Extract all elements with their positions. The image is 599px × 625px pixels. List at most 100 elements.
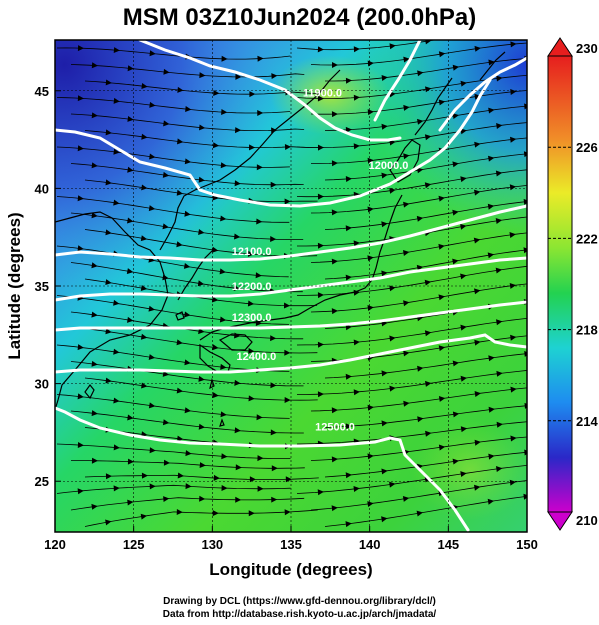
streamline-arrow xyxy=(149,50,156,57)
streamline-arrow xyxy=(183,263,191,269)
streamline-arrow xyxy=(148,305,155,312)
streamline-arrow xyxy=(460,176,467,183)
x-tick-label: 125 xyxy=(123,537,145,552)
streamline xyxy=(56,97,291,114)
streamline-arrow xyxy=(474,391,481,397)
y-axis-ticks: 25 30 35 40 45 xyxy=(35,84,61,489)
streamline-arrow xyxy=(235,496,242,503)
streamline-arrow xyxy=(488,355,495,362)
streamline-arrow xyxy=(345,373,352,380)
streamline-arrow xyxy=(140,333,148,340)
streamline-arrow xyxy=(162,223,169,230)
contour-label: 12300.0 xyxy=(232,312,272,324)
x-tick-label: 150 xyxy=(516,537,538,552)
streamline-arrow xyxy=(233,285,240,291)
streamline-arrow xyxy=(91,262,98,269)
streamline-arrow xyxy=(367,404,374,411)
streamline-arrow xyxy=(212,392,219,399)
streamline-arrow xyxy=(496,75,503,82)
streamline-arrow xyxy=(496,370,503,377)
streamline-arrow xyxy=(77,344,84,351)
streamline-arrow xyxy=(403,104,410,111)
streamline-arrow xyxy=(176,339,183,346)
streamline-arrow xyxy=(141,472,148,479)
streamline xyxy=(70,361,304,387)
streamline-arrow xyxy=(176,189,183,196)
streamline-arrow xyxy=(487,498,494,505)
streamline-arrow xyxy=(127,166,134,173)
streamline xyxy=(310,480,527,511)
streamline-arrow xyxy=(317,489,324,496)
streamline-arrow xyxy=(510,41,517,48)
colorbar-bar xyxy=(547,55,573,513)
streamline-arrow xyxy=(353,46,360,53)
streamline-arrow xyxy=(452,64,460,71)
streamline xyxy=(70,262,303,293)
streamline-arrow xyxy=(149,153,156,160)
streamline-arrow xyxy=(212,344,219,351)
streamline-arrow xyxy=(105,328,112,335)
streamline-arrow xyxy=(474,141,481,148)
streamline-arrow xyxy=(197,280,205,287)
streamline xyxy=(84,80,319,95)
streamline-arrow xyxy=(424,134,432,141)
streamline-arrow xyxy=(163,120,170,127)
streamline-arrow xyxy=(331,456,338,463)
streamline-arrow xyxy=(213,90,220,96)
streamline-arrow xyxy=(148,354,156,360)
contour-label: 12500.0 xyxy=(315,421,355,433)
streamline-arrow xyxy=(198,176,205,183)
streamline-arrow xyxy=(496,28,502,34)
streamline xyxy=(296,464,527,494)
streamline-arrow xyxy=(257,55,264,62)
streamline xyxy=(296,421,527,445)
streamline xyxy=(70,410,304,434)
streamline-arrow xyxy=(270,335,277,342)
streamline-arrow xyxy=(367,453,374,460)
streamline-arrow xyxy=(249,91,256,98)
streamline-arrow xyxy=(367,109,374,116)
streamline-arrow xyxy=(425,86,432,93)
streamline-arrow xyxy=(91,503,98,510)
streamline-arrow xyxy=(317,193,324,200)
y-axis-label: Latitude (degrees) xyxy=(5,212,24,359)
streamline-arrow xyxy=(496,123,503,129)
streamline-arrow xyxy=(402,496,410,502)
streamline xyxy=(324,451,527,478)
contour-labels: 11900.0 12000.0 12100.0 12200.0 12300.0 12400… xyxy=(232,88,409,434)
streamline-arrow xyxy=(424,330,432,337)
streamline-arrow xyxy=(460,375,467,382)
streamline-arrow xyxy=(113,444,120,451)
colorbar-ticks: 230 226 222 218 214 210 xyxy=(548,41,598,528)
streamline-arrow xyxy=(91,62,98,69)
streamline-arrow xyxy=(219,268,226,275)
streamline-arrow xyxy=(105,279,112,285)
streamline-arrow xyxy=(488,59,495,66)
streamline-arrow xyxy=(221,109,228,115)
x-axis-label: Longitude (degrees) xyxy=(209,560,372,579)
streamline xyxy=(71,460,305,469)
streamline-arrow xyxy=(185,106,192,112)
streamline-arrow xyxy=(77,195,84,202)
streamline-arrow xyxy=(221,55,228,62)
streamline-arrow xyxy=(473,237,481,244)
streamline-arrow xyxy=(381,370,388,377)
streamline-arrow xyxy=(91,212,98,219)
streamline-arrow xyxy=(141,133,148,140)
streamline-arrow xyxy=(221,485,228,491)
streamline xyxy=(70,113,305,131)
streamline-arrow xyxy=(474,189,481,196)
streamline-arrow xyxy=(510,136,517,143)
y-tick-label: 40 xyxy=(35,181,49,196)
streamline-arrow xyxy=(257,455,264,462)
streamline xyxy=(296,265,527,296)
streamline xyxy=(324,201,527,230)
y-tick-label: 25 xyxy=(35,474,49,489)
streamline-arrow xyxy=(438,345,446,352)
streamline-arrow xyxy=(234,427,241,434)
streamline xyxy=(84,130,319,148)
colorbar-min-arrow xyxy=(547,511,573,531)
streamline-arrow xyxy=(460,324,467,331)
streamline-arrow xyxy=(495,218,503,224)
streamline-arrow xyxy=(345,274,352,281)
